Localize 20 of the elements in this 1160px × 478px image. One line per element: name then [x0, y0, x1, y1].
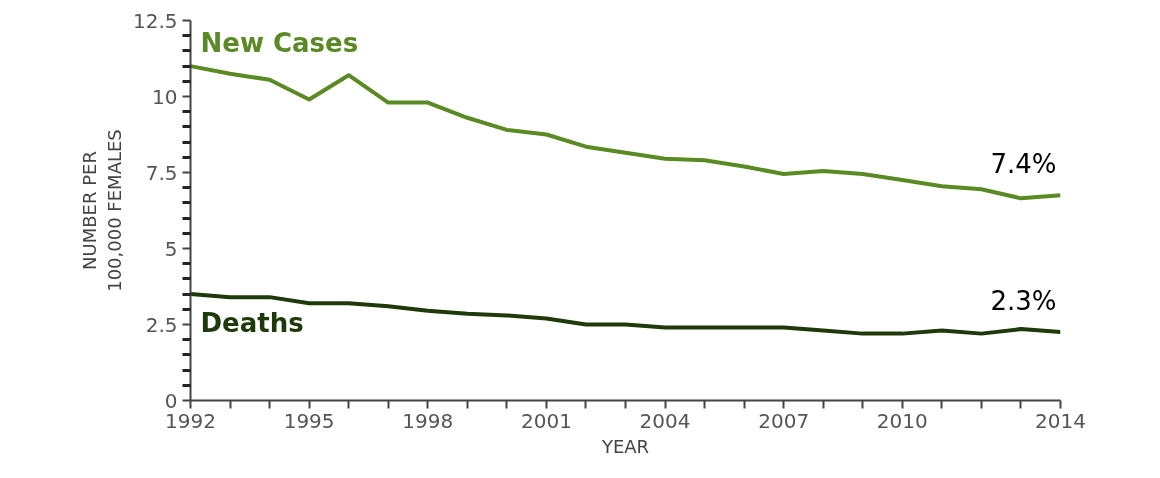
y-tick-label: 12.5	[132, 8, 178, 33]
y-tick-label: 7.5	[145, 160, 178, 185]
y-tick-label: 5	[164, 236, 178, 261]
y-tick-label: 10	[152, 84, 178, 109]
line-series	[190, 292, 1061, 336]
annotation: 7.4%	[990, 149, 1057, 180]
series-label: Deaths	[200, 308, 304, 339]
x-tick-label: 2007	[758, 408, 810, 433]
y-tick-label: 2.5	[145, 312, 178, 337]
x-tick-label: 2001	[520, 408, 572, 433]
series-label: New Cases	[200, 28, 359, 59]
x-axis-title: YEAR	[600, 435, 650, 457]
line-series	[190, 64, 1061, 201]
y-axis-title: NUMBER PER 100,000 FEMALES	[78, 129, 125, 292]
x-tick-label: 2014	[1035, 408, 1086, 433]
x-tick-label: 2010	[876, 408, 928, 433]
annotation: 2.3%	[990, 286, 1057, 317]
x-tick-label: 1995	[283, 408, 335, 433]
x-tick-label: 1998	[402, 408, 454, 433]
x-tick-label: 2004	[639, 408, 691, 433]
